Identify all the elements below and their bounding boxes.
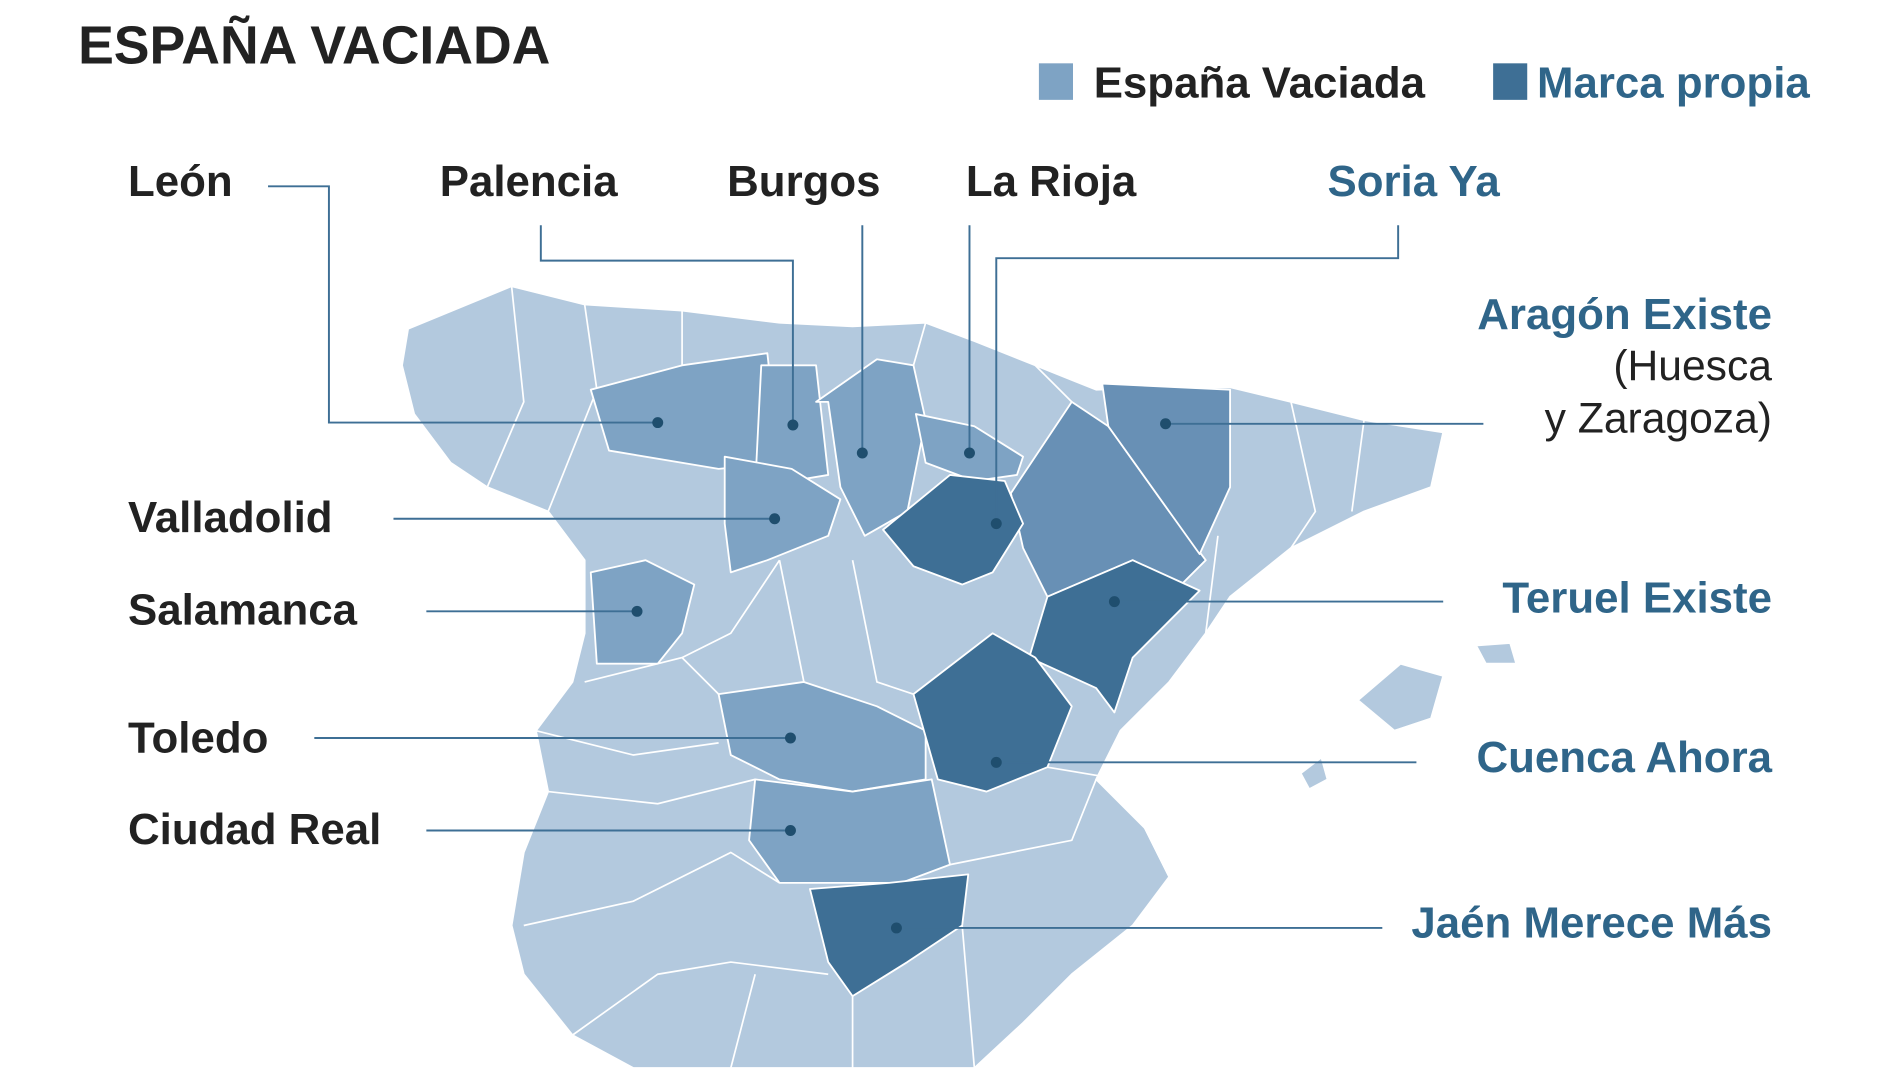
label-leon: León <box>128 157 233 206</box>
label-soria-ya: Soria Ya <box>1328 157 1501 206</box>
province-valladolid <box>723 455 842 574</box>
legend-swatch-marca-propia <box>1493 63 1528 100</box>
label-toledo: Toledo <box>128 714 268 763</box>
label-valladolid: Valladolid <box>128 493 333 542</box>
leader-lines <box>268 185 1484 934</box>
label-teruel-existe: Teruel Existe <box>1502 574 1772 623</box>
label-cuenca-ahora: Cuenca Ahora <box>1477 733 1773 782</box>
label-aragon-sub2: y Zaragoza) <box>1545 394 1772 442</box>
label-palencia: Palencia <box>440 157 618 206</box>
legend-label-espana-vaciada: España Vaciada <box>1094 58 1426 107</box>
label-burgos: Burgos <box>727 157 880 206</box>
province-soria <box>882 474 1024 586</box>
province-teruel <box>1028 559 1201 714</box>
province-toledo <box>717 681 927 793</box>
balearic-mallorca <box>1357 662 1445 732</box>
label-ciudad-real: Ciudad Real <box>128 805 381 854</box>
legend-label-marca-propia: Marca propia <box>1537 58 1810 107</box>
province-labels: León Palencia Burgos La Rioja Soria Ya A… <box>128 157 1773 948</box>
label-aragon-sub1: (Huesca <box>1613 342 1772 390</box>
province-zaragoza <box>1009 400 1207 598</box>
page-title: ESPAÑA VACIADA <box>78 15 550 75</box>
province-huesca <box>1101 382 1232 556</box>
legend-swatch-espana-vaciada <box>1038 63 1073 100</box>
spain-map <box>401 285 1518 1068</box>
province-ciudad-real <box>748 778 951 884</box>
legend: España Vaciada Marca propia <box>1038 58 1810 107</box>
balearic-menorca <box>1475 642 1518 665</box>
province-cuenca <box>912 632 1073 793</box>
province-salamanca <box>589 559 696 665</box>
label-aragon-existe: Aragón Existe <box>1477 290 1772 339</box>
province-jaen <box>809 873 970 998</box>
label-jaen-merece-mas: Jaén Merece Más <box>1411 899 1772 948</box>
label-la-rioja: La Rioja <box>966 157 1137 206</box>
label-salamanca: Salamanca <box>128 586 358 635</box>
